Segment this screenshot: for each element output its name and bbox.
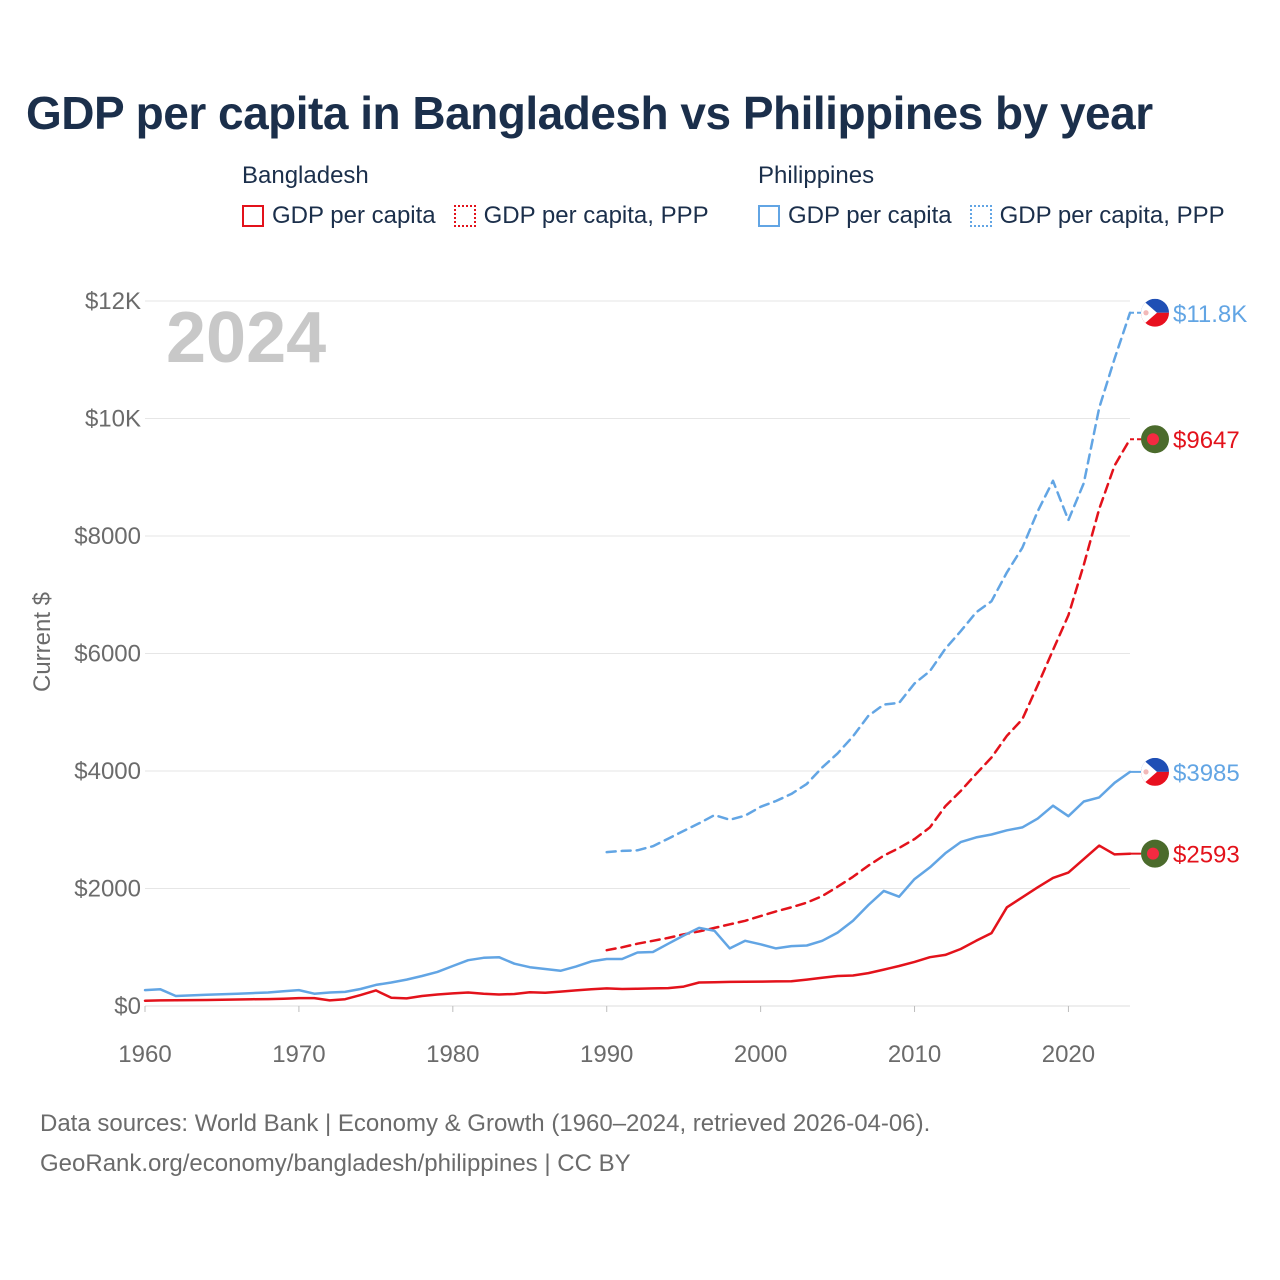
legend-item-philippines-gdp-ppp[interactable]: GDP per capita, PPP	[969, 202, 1225, 230]
philippines-flag-icon	[1141, 757, 1169, 786]
legend-group-philippines: Philippines GDP per capita GDP per capit…	[758, 162, 1243, 230]
legend-item-label: GDP per capita, PPP	[999, 202, 1225, 229]
y-tick-label: $0	[114, 993, 141, 1020]
legend-swatch-solid-icon	[242, 205, 264, 227]
y-tick-label: $6000	[74, 641, 141, 668]
flag-disc	[1147, 433, 1159, 446]
end-value-label: $3985	[1173, 760, 1240, 787]
philippines-flag-icon	[1141, 298, 1169, 327]
legend-group-title: Philippines	[758, 162, 875, 189]
legend-group-bangladesh: Bangladesh GDP per capita GDP per capita…	[242, 162, 727, 230]
bangladesh-flag-icon	[1141, 425, 1169, 454]
legend-group-title: Bangladesh	[242, 162, 369, 189]
y-tick-label: $12K	[85, 288, 141, 315]
legend-item-label: GDP per capita	[788, 202, 952, 229]
flag-triangle	[1141, 298, 1157, 327]
x-tick-label: 2000	[734, 1041, 787, 1068]
series-line-bangladesh-ppp[interactable]	[605, 437, 1132, 952]
x-tick-label: 1970	[272, 1041, 325, 1068]
data-source-note: Data sources: World Bank | Economy & Gro…	[40, 1110, 931, 1137]
y-tick-label: $2000	[74, 876, 141, 903]
flag-sun	[1143, 769, 1149, 775]
source-url[interactable]: GeoRank.org/economy/bangladesh/philippin…	[40, 1150, 631, 1177]
y-tick-label: $8000	[74, 523, 141, 550]
bangladesh-flag-icon	[1141, 839, 1169, 868]
x-tick-label: 2020	[1042, 1041, 1095, 1068]
legend-swatch-dotted-icon	[969, 205, 992, 227]
series-line-philippines-ppp[interactable]	[605, 311, 1132, 854]
x-tick-label: 2010	[888, 1041, 941, 1068]
x-tick-label: 1990	[580, 1041, 633, 1068]
legend-item-label: GDP per capita, PPP	[483, 202, 709, 229]
line-chart: 2024 Current $ $0 $2000 $4000 $6000 $8000 $10…	[29, 288, 1247, 1068]
legend-swatch-solid-icon	[758, 205, 780, 227]
end-value-label: $2593	[1173, 842, 1240, 869]
legend-item-philippines-gdp[interactable]: GDP per capita	[758, 202, 952, 230]
end-value-label: $9647	[1173, 427, 1240, 454]
flag-triangle	[1141, 757, 1157, 786]
flag-disc	[1147, 847, 1159, 860]
footer: Data sources: World Bank | Economy & Gro…	[40, 1104, 930, 1184]
end-value-label: $11.8K	[1173, 301, 1247, 328]
x-tick-label: 1960	[118, 1041, 171, 1068]
series-line-philippines-gdp[interactable]	[143, 770, 1132, 998]
x-tick-label: 1980	[426, 1041, 479, 1068]
flag-sun	[1143, 310, 1149, 316]
y-axis-label: Current $	[29, 592, 56, 692]
year-label: 2024	[166, 298, 326, 378]
series-line-bangladesh-gdp[interactable]	[143, 844, 1132, 1002]
y-tick-label: $4000	[74, 758, 141, 785]
legend-item-bangladesh-gdp[interactable]: GDP per capita	[242, 202, 436, 230]
legend-item-bangladesh-gdp-ppp[interactable]: GDP per capita, PPP	[453, 202, 709, 230]
legend-item-label: GDP per capita	[272, 202, 436, 229]
y-tick-label: $10K	[85, 406, 141, 433]
legend-swatch-dotted-icon	[453, 205, 476, 227]
chart-title: GDP per capita in Bangladesh vs Philippi…	[26, 87, 1153, 139]
